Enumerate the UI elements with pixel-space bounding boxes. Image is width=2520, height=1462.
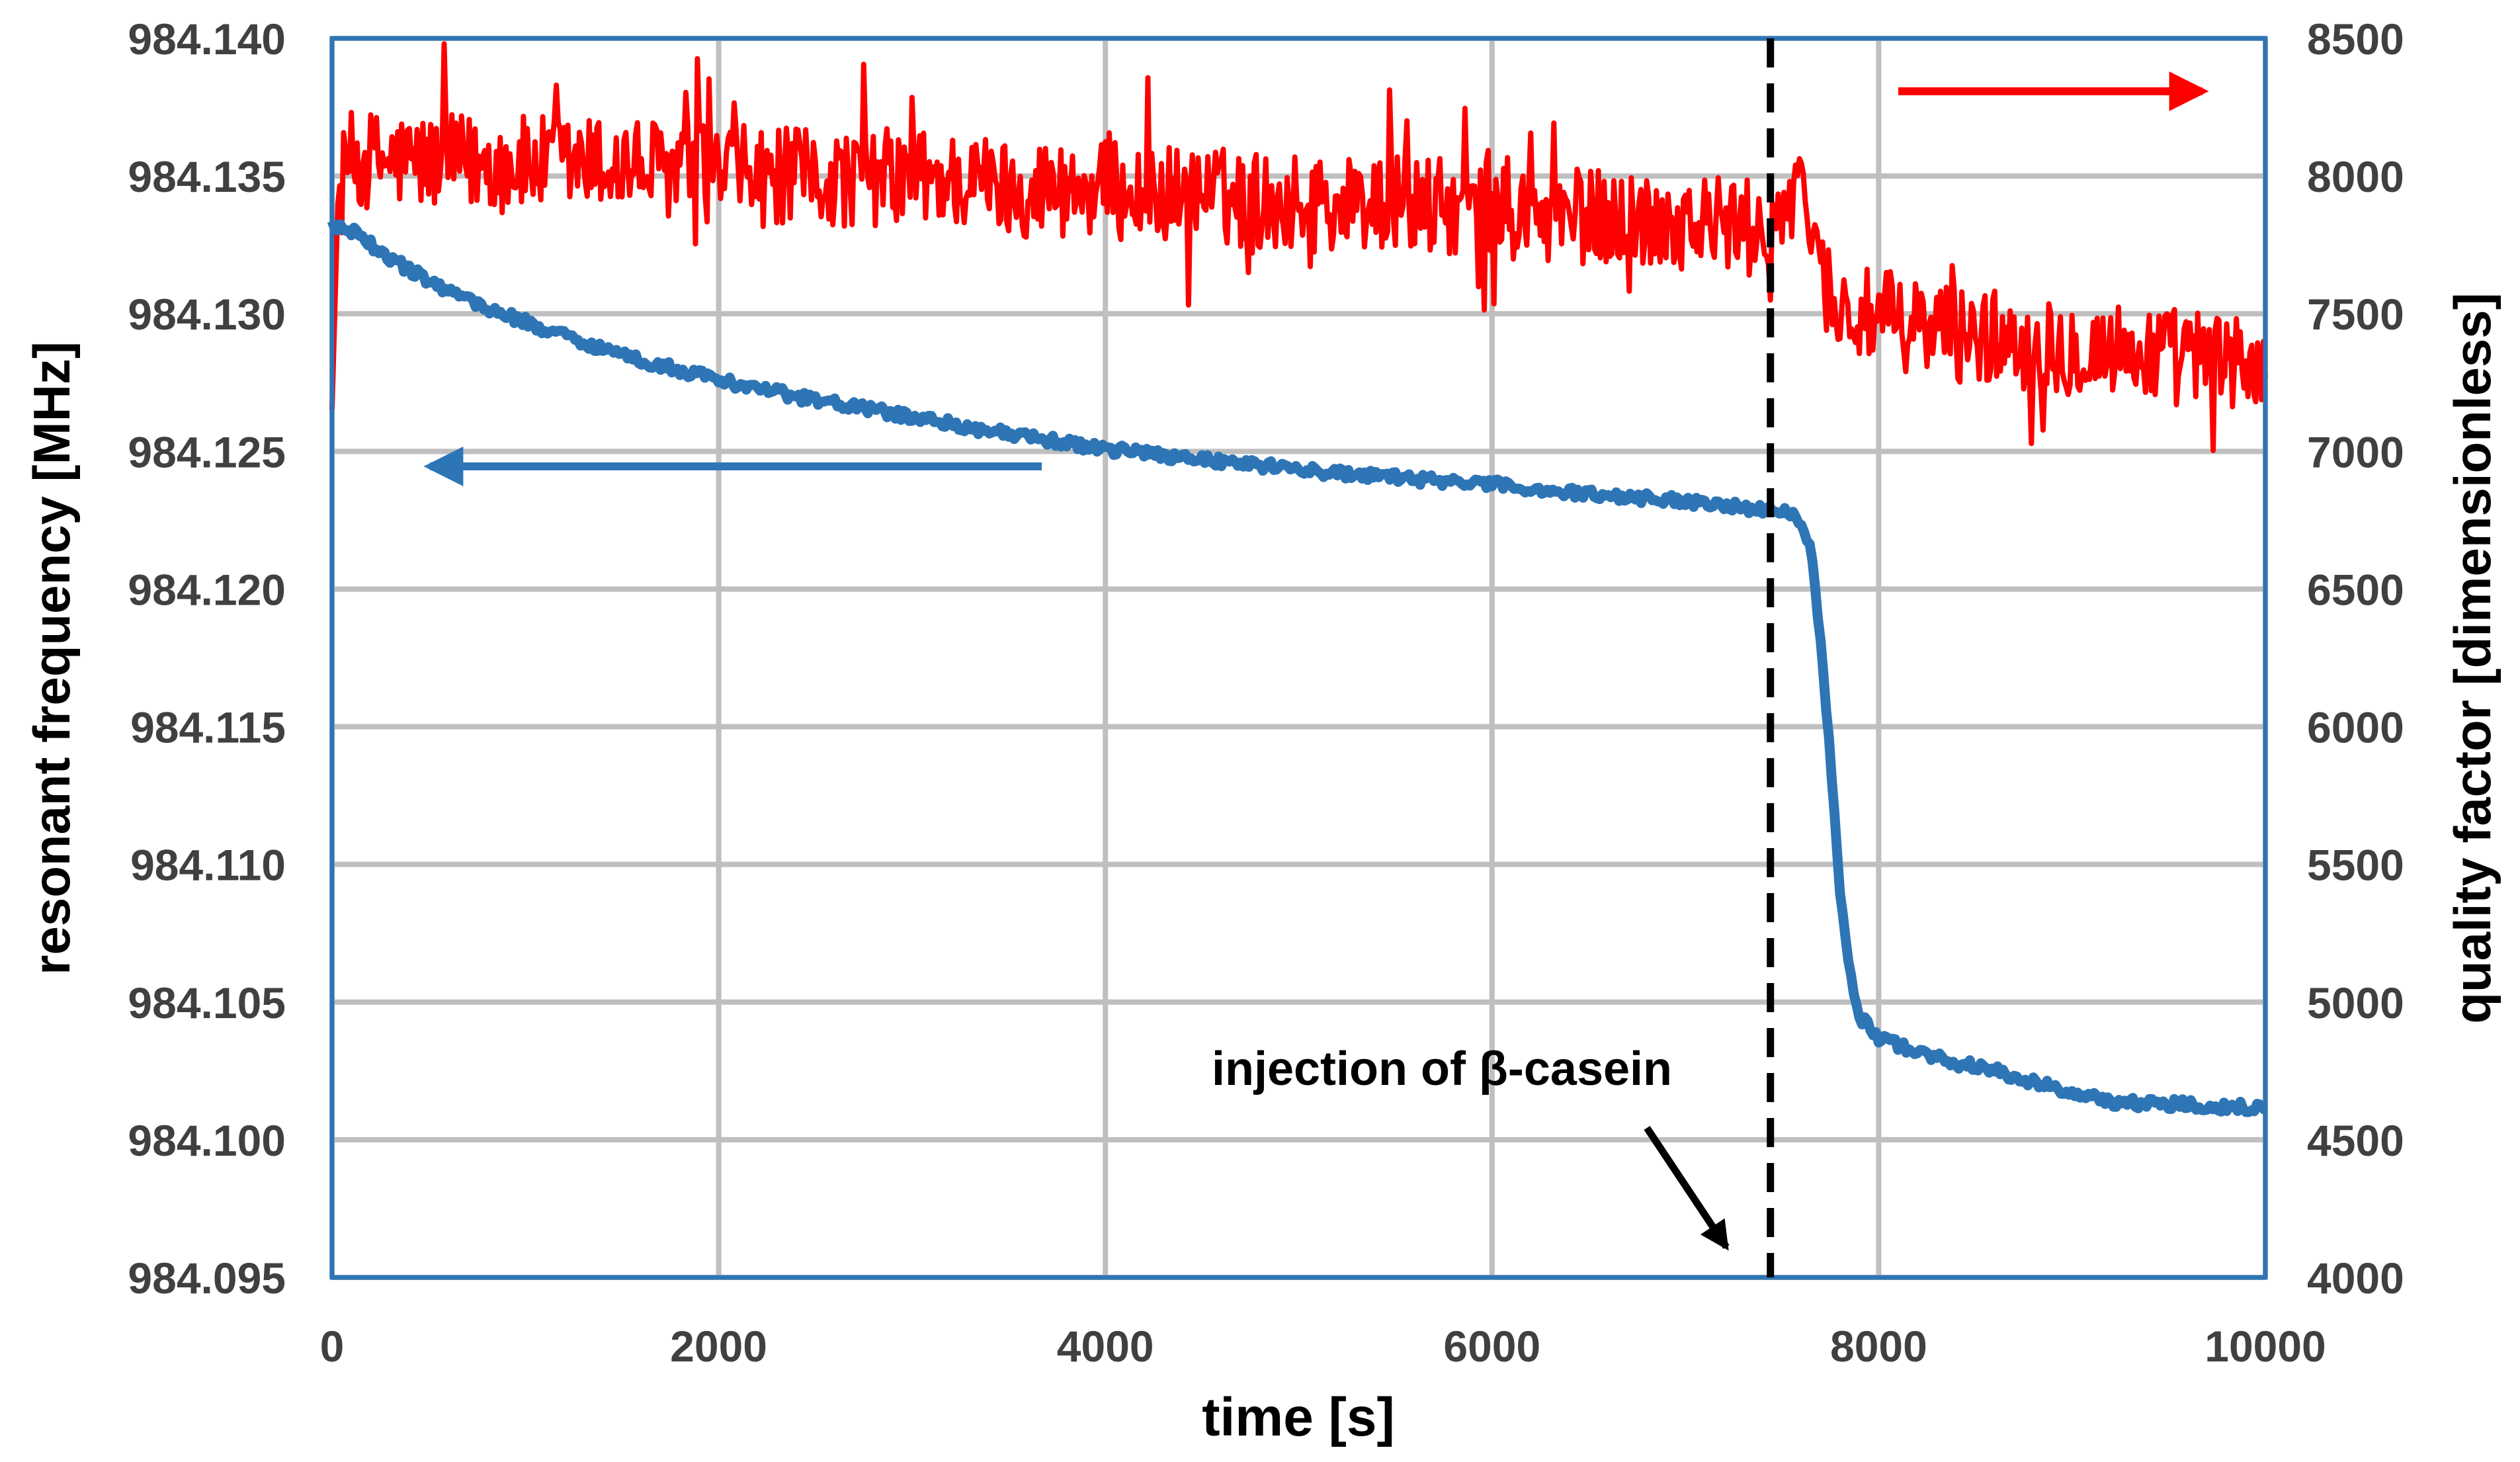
- y-right-tick-label: 7500: [2307, 290, 2404, 339]
- x-tick-label: 10000: [2205, 1322, 2326, 1371]
- injection-arrow: [1644, 1125, 1730, 1251]
- y-right-tick-label: 4500: [2307, 1116, 2404, 1165]
- y-right-tick-label: 5000: [2307, 978, 2404, 1027]
- y-right-tick-label: 8000: [2307, 152, 2404, 201]
- right-axis-ticks: 4000 4500 5000 5500 6000 6500 7000 7500 8000 8500: [2307, 15, 2404, 1303]
- y-left-tick-label: 984.135: [128, 152, 286, 201]
- y-left-tick-label: 984.115: [130, 703, 286, 752]
- y-right-tick-label: 7000: [2307, 427, 2404, 476]
- y-left-tick-label: 984.140: [128, 15, 286, 64]
- y-left-tick-label: 984.095: [128, 1254, 286, 1303]
- y-axis-right-label: quality factor [dimensionless]: [2443, 292, 2501, 1023]
- x-axis-ticks: 0 2000 4000 6000 8000 10000: [320, 1322, 2326, 1371]
- left-axis-ticks: 984.095 984.100 984.105 984.110 984.115 984.1…: [128, 15, 286, 1303]
- y-right-tick-label: 4000: [2307, 1254, 2404, 1303]
- y-left-tick-label: 984.110: [130, 841, 286, 890]
- x-tick-label: 0: [320, 1322, 345, 1371]
- x-tick-label: 8000: [1830, 1322, 1927, 1371]
- y-right-tick-label: 6500: [2307, 565, 2404, 614]
- y-right-tick-label: 8500: [2307, 15, 2404, 64]
- y-right-tick-label: 6000: [2307, 703, 2404, 752]
- x-tick-label: 6000: [1443, 1322, 1540, 1371]
- series-layer: [327, 41, 2269, 1117]
- y-left-tick-label: 984.100: [128, 1116, 286, 1165]
- quality-factor-series-line: [329, 41, 2268, 453]
- x-axis-label: time [s]: [1202, 1387, 1395, 1447]
- y-left-tick-label: 984.125: [128, 427, 286, 476]
- x-tick-label: 2000: [670, 1322, 767, 1371]
- y-right-tick-label: 5500: [2307, 841, 2404, 890]
- y-left-tick-label: 984.130: [128, 290, 286, 339]
- y-axis-left-label: resonant frequency [MHz]: [22, 341, 81, 975]
- plot-frame: [329, 36, 2268, 1280]
- y-left-tick-label: 984.120: [128, 565, 286, 614]
- x-tick-label: 4000: [1057, 1322, 1154, 1371]
- injection-label: injection of β-casein: [1212, 1043, 1672, 1096]
- y-left-tick-label: 984.105: [128, 978, 286, 1027]
- frequency-series-line: [327, 219, 2269, 1117]
